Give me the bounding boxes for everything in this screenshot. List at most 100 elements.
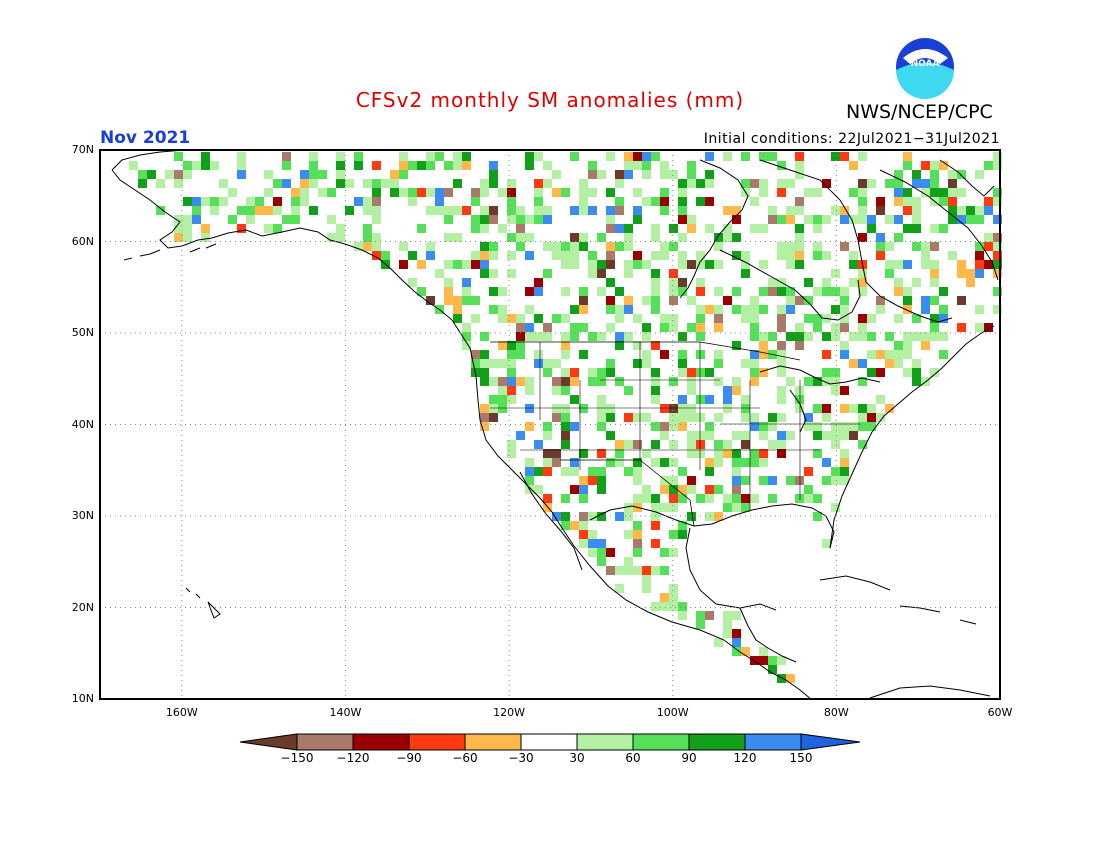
anomaly-cell [930, 260, 939, 269]
anomaly-cell [732, 233, 741, 242]
noaa-logo: NOAA [896, 38, 954, 99]
anomaly-cell [570, 467, 579, 476]
anomaly-cell [831, 467, 840, 476]
anomaly-cell [813, 323, 822, 332]
anomaly-cell [507, 197, 516, 206]
anomaly-cell [624, 557, 633, 566]
anomaly-cell [696, 449, 705, 458]
anomaly-cell [813, 512, 822, 521]
anomaly-cell [777, 350, 786, 359]
anomaly-cell [858, 377, 867, 386]
anomaly-cell [462, 287, 471, 296]
anomaly-cell [696, 287, 705, 296]
anomaly-cell [660, 161, 669, 170]
anomaly-cell [570, 332, 579, 341]
anomaly-cell [894, 215, 903, 224]
anomaly-cell [597, 170, 606, 179]
anomaly-cell [642, 359, 651, 368]
anomaly-cell [804, 314, 813, 323]
anomaly-cell [840, 206, 849, 215]
anomaly-cell [777, 359, 786, 368]
anomaly-cell [408, 251, 417, 260]
anomaly-cell [831, 323, 840, 332]
anomaly-cell [273, 197, 282, 206]
anomaly-cell [795, 332, 804, 341]
anomaly-cell [795, 260, 804, 269]
anomaly-cell [876, 242, 885, 251]
anomaly-cell [597, 467, 606, 476]
anomaly-cell [597, 413, 606, 422]
anomaly-cells [129, 152, 1002, 683]
anomaly-cell [840, 404, 849, 413]
anomaly-cell [264, 224, 273, 233]
anomaly-cell [588, 161, 597, 170]
anomaly-cell [201, 161, 210, 170]
anomaly-cell [714, 449, 723, 458]
anomaly-cell [480, 206, 489, 215]
anomaly-cell [903, 287, 912, 296]
colorbar-swatch [632, 733, 690, 751]
anomaly-cell [786, 431, 795, 440]
anomaly-cell [768, 215, 777, 224]
anomaly-cell [678, 206, 687, 215]
anomaly-cell [309, 179, 318, 188]
anomaly-cell [561, 314, 570, 323]
anomaly-cell [561, 404, 570, 413]
anomaly-cell [480, 260, 489, 269]
anomaly-cell [264, 206, 273, 215]
anomaly-cell [759, 431, 768, 440]
anomaly-cell [912, 224, 921, 233]
anomaly-cell [948, 251, 957, 260]
anomaly-cell [327, 233, 336, 242]
anomaly-cell [246, 197, 255, 206]
anomaly-cell [588, 368, 597, 377]
anomaly-cell [993, 269, 1002, 278]
anomaly-cell [615, 332, 624, 341]
anomaly-cell [903, 305, 912, 314]
anomaly-cell [939, 332, 948, 341]
anomaly-cell [939, 350, 948, 359]
anomaly-cell [930, 179, 939, 188]
anomaly-cell [930, 314, 939, 323]
anomaly-cell [921, 332, 930, 341]
anomaly-cell [903, 260, 912, 269]
anomaly-cell [228, 188, 237, 197]
anomaly-cell [957, 170, 966, 179]
anomaly-cell [561, 242, 570, 251]
anomaly-cell [588, 260, 597, 269]
anomaly-cell [759, 368, 768, 377]
anomaly-cell [489, 413, 498, 422]
anomaly-cell [993, 188, 1002, 197]
anomaly-cell [588, 269, 597, 278]
anomaly-cell [822, 215, 831, 224]
anomaly-cell [804, 494, 813, 503]
anomaly-cell [336, 179, 345, 188]
colorbar-tick-label: −150 [280, 751, 314, 765]
coastlines [111, 149, 999, 701]
anomaly-cell [561, 494, 570, 503]
anomaly-cell [156, 179, 165, 188]
anomaly-cell [597, 269, 606, 278]
anomaly-cell [597, 395, 606, 404]
anomaly-cell [417, 287, 426, 296]
anomaly-cell [489, 395, 498, 404]
anomaly-cell [678, 188, 687, 197]
anomaly-cell [840, 242, 849, 251]
anomaly-cell [768, 656, 777, 665]
anomaly-cell [282, 161, 291, 170]
anomaly-cell [696, 251, 705, 260]
anomaly-cell [840, 386, 849, 395]
anomaly-cell [327, 215, 336, 224]
anomaly-cell [624, 413, 633, 422]
anomaly-cell [183, 170, 192, 179]
anomaly-cell [795, 161, 804, 170]
anomaly-cell [912, 368, 921, 377]
anomaly-cell [651, 233, 660, 242]
anomaly-cell [669, 584, 678, 593]
anomaly-cell [615, 314, 624, 323]
anomaly-cell [669, 602, 678, 611]
anomaly-cell [444, 215, 453, 224]
anomaly-cell [696, 395, 705, 404]
anomaly-cell [696, 305, 705, 314]
anomaly-cell [525, 467, 534, 476]
